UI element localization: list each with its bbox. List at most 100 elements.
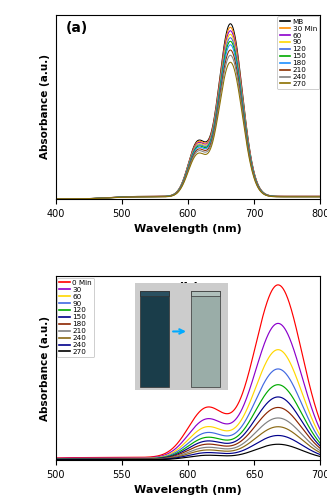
Line: 180: 180 bbox=[56, 45, 320, 199]
240 bbox=[265, 192, 269, 198]
240 bbox=[54, 196, 58, 202]
30 Min bbox=[265, 192, 269, 198]
MB bbox=[170, 192, 174, 198]
90 bbox=[54, 196, 58, 202]
30 Min bbox=[161, 194, 165, 200]
90 bbox=[282, 368, 286, 374]
180 bbox=[207, 441, 211, 447]
240 bbox=[282, 433, 286, 439]
90 bbox=[70, 456, 74, 462]
Line: 240: 240 bbox=[56, 436, 320, 460]
240 bbox=[222, 450, 226, 456]
150 bbox=[222, 440, 226, 446]
240 bbox=[207, 450, 211, 456]
120 bbox=[54, 196, 58, 202]
Line: 0 Min: 0 Min bbox=[56, 285, 320, 458]
60 bbox=[282, 350, 286, 356]
Y-axis label: Absorbance (a.u.): Absorbance (a.u.) bbox=[40, 54, 50, 160]
270 bbox=[215, 452, 218, 458]
60 bbox=[54, 456, 58, 462]
30 bbox=[222, 420, 226, 426]
150 bbox=[81, 196, 85, 202]
Line: 150: 150 bbox=[56, 397, 320, 460]
60 bbox=[70, 456, 74, 462]
180 bbox=[254, 422, 258, 428]
270 bbox=[54, 457, 58, 463]
90 bbox=[276, 366, 280, 372]
240 bbox=[282, 424, 286, 430]
210 bbox=[207, 444, 211, 450]
180 bbox=[282, 406, 286, 412]
180 bbox=[318, 194, 322, 200]
90 bbox=[54, 456, 58, 462]
120 bbox=[228, 35, 232, 41]
0 Min bbox=[318, 419, 322, 425]
60 bbox=[81, 196, 85, 202]
180 bbox=[170, 192, 174, 198]
0 Min bbox=[254, 338, 258, 344]
60 bbox=[228, 28, 232, 34]
30 Min bbox=[170, 192, 174, 198]
Line: 180: 180 bbox=[56, 408, 320, 460]
Line: 240: 240 bbox=[56, 56, 320, 199]
210 bbox=[318, 194, 322, 200]
210 bbox=[260, 190, 264, 196]
Line: 120: 120 bbox=[56, 38, 320, 199]
180 bbox=[236, 68, 240, 74]
90 bbox=[222, 432, 226, 438]
150 bbox=[276, 394, 280, 400]
Line: 60: 60 bbox=[56, 350, 320, 459]
120 bbox=[260, 189, 264, 195]
120 bbox=[170, 192, 174, 198]
60 bbox=[170, 192, 174, 198]
180 bbox=[161, 194, 165, 200]
210 bbox=[282, 416, 286, 422]
210 bbox=[254, 428, 258, 434]
120 bbox=[254, 406, 258, 412]
240 bbox=[318, 194, 322, 200]
Text: (b): (b) bbox=[178, 282, 200, 296]
Line: 90: 90 bbox=[56, 369, 320, 459]
240 bbox=[254, 434, 258, 440]
0 Min bbox=[207, 404, 211, 410]
270 bbox=[265, 192, 269, 198]
150 bbox=[170, 192, 174, 198]
30 Min bbox=[81, 196, 85, 202]
X-axis label: Wavelength (nm): Wavelength (nm) bbox=[134, 224, 242, 234]
30 Min bbox=[318, 194, 322, 200]
30 bbox=[70, 455, 74, 461]
MB bbox=[228, 21, 232, 27]
240 bbox=[236, 76, 240, 82]
210 bbox=[318, 448, 322, 454]
Line: MB: MB bbox=[56, 24, 320, 199]
180 bbox=[276, 404, 280, 410]
150 bbox=[70, 456, 74, 462]
Line: 90: 90 bbox=[56, 34, 320, 199]
120 bbox=[222, 437, 226, 443]
60 bbox=[276, 346, 280, 352]
270 bbox=[161, 194, 165, 200]
120 bbox=[215, 435, 218, 441]
30 bbox=[276, 320, 280, 326]
MB bbox=[236, 50, 240, 56]
270 bbox=[222, 453, 226, 459]
210 bbox=[170, 192, 174, 198]
240 bbox=[318, 452, 322, 458]
Line: 210: 210 bbox=[56, 50, 320, 199]
Line: 240: 240 bbox=[56, 426, 320, 460]
60 bbox=[161, 194, 165, 200]
60 bbox=[236, 56, 240, 62]
60 bbox=[222, 428, 226, 434]
90 bbox=[236, 60, 240, 66]
0 Min bbox=[276, 282, 280, 288]
30 bbox=[282, 324, 286, 330]
60 bbox=[207, 424, 211, 430]
240 bbox=[276, 424, 280, 430]
60 bbox=[254, 382, 258, 388]
90 bbox=[260, 189, 264, 195]
150 bbox=[54, 456, 58, 462]
90 bbox=[318, 437, 322, 443]
90 bbox=[265, 192, 269, 198]
150 bbox=[318, 444, 322, 450]
270 bbox=[282, 442, 286, 448]
